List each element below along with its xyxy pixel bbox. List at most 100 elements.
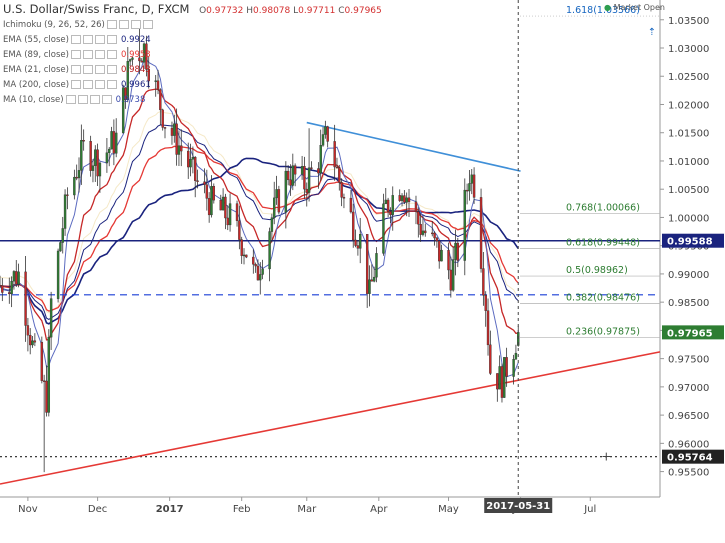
candle-body[interactable] [161, 109, 164, 128]
candle-body[interactable] [338, 167, 341, 183]
candle-body[interactable] [349, 197, 353, 213]
candle-body[interactable] [163, 127, 167, 129]
close-icon[interactable] [95, 80, 106, 89]
candle-body[interactable] [512, 359, 515, 377]
candle-body[interactable] [414, 201, 418, 212]
candle-body[interactable] [465, 189, 469, 192]
candle-body[interactable] [286, 170, 290, 181]
candle-body[interactable] [514, 352, 518, 360]
candle-body[interactable] [80, 140, 83, 171]
candle-body[interactable] [500, 366, 504, 398]
candle-body[interactable] [496, 373, 499, 390]
candle-body[interactable] [342, 197, 346, 199]
candle-body[interactable] [98, 162, 102, 177]
candle-body[interactable] [291, 165, 295, 186]
candle-body[interactable] [128, 59, 132, 62]
candle-body[interactable] [370, 279, 374, 282]
candle-body[interactable] [194, 157, 197, 181]
candle-body[interactable] [245, 254, 248, 258]
candle-body[interactable] [110, 131, 113, 150]
candle-body[interactable] [433, 232, 436, 239]
candle-body[interactable] [486, 310, 490, 346]
candle-body[interactable] [12, 271, 16, 282]
candle-body[interactable] [310, 167, 313, 169]
candle-body[interactable] [73, 176, 76, 196]
candle-body[interactable] [307, 167, 311, 193]
candle-body[interactable] [484, 295, 487, 311]
candle-body[interactable] [386, 199, 390, 212]
settings-icon[interactable] [118, 20, 129, 29]
settings-icon[interactable] [82, 50, 93, 59]
candle-body[interactable] [368, 279, 371, 294]
indicator-row[interactable]: EMA (55, close) 0.9924 [3, 35, 151, 45]
candle-body[interactable] [305, 188, 308, 193]
candle-body[interactable] [177, 145, 181, 155]
candle-body[interactable] [252, 256, 255, 265]
more-icon[interactable] [106, 35, 117, 44]
candle-body[interactable] [45, 380, 48, 413]
settings-icon[interactable] [83, 80, 94, 89]
close-icon[interactable] [130, 20, 141, 29]
candle-body[interactable] [498, 366, 501, 390]
candle-body[interactable] [389, 211, 392, 215]
candle-body[interactable] [242, 254, 246, 257]
candle-body[interactable] [138, 57, 141, 62]
support-trendline[interactable] [0, 351, 661, 485]
candle-body[interactable] [354, 239, 357, 246]
candle-body[interactable] [154, 80, 157, 82]
eye-icon[interactable] [71, 80, 82, 89]
candle-body[interactable] [447, 249, 450, 271]
candle-body[interactable] [240, 239, 243, 256]
candle-body[interactable] [503, 357, 506, 398]
candle-body[interactable] [29, 334, 32, 346]
candle-body[interactable] [382, 203, 385, 254]
candle-body[interactable] [270, 217, 274, 232]
candle-body[interactable] [449, 269, 453, 291]
candle-body[interactable] [108, 148, 111, 153]
candle-body[interactable] [77, 170, 81, 179]
candle-body[interactable] [326, 126, 329, 142]
candle-body[interactable] [238, 220, 241, 240]
candle-body[interactable] [403, 195, 406, 203]
candle-body[interactable] [94, 149, 97, 166]
candle-body[interactable] [66, 194, 69, 196]
candle-body[interactable] [468, 183, 471, 192]
candle-body[interactable] [49, 298, 53, 338]
scroll-to-top-icon[interactable]: ⇡ [648, 27, 656, 38]
candle-body[interactable] [126, 61, 130, 101]
candle-body[interactable] [407, 197, 411, 203]
candle-body[interactable] [124, 87, 127, 101]
candle-body[interactable] [284, 170, 288, 213]
candle-body[interactable] [56, 250, 60, 299]
candle-body[interactable] [417, 211, 420, 225]
candle-body[interactable] [33, 340, 37, 343]
indicator-row[interactable]: Ichimoku (9, 26, 52, 26) [3, 20, 153, 30]
candle-body[interactable] [424, 230, 427, 234]
candle-body[interactable] [180, 145, 183, 152]
candle-body[interactable] [340, 182, 343, 198]
candle-body[interactable] [333, 141, 336, 168]
candle-body[interactable] [112, 131, 116, 154]
candle-body[interactable] [0, 285, 2, 287]
candle-body[interactable] [114, 132, 118, 154]
candle-body[interactable] [173, 123, 176, 136]
close-icon[interactable] [94, 35, 105, 44]
settings-icon[interactable] [82, 65, 93, 74]
candle-body[interactable] [421, 230, 425, 235]
candle-body[interactable] [470, 174, 473, 184]
candle-body[interactable] [63, 194, 67, 229]
candle-body[interactable] [189, 159, 192, 168]
candle-body[interactable] [435, 237, 439, 242]
candle-body[interactable] [8, 292, 11, 295]
candle-body[interactable] [293, 165, 297, 175]
eye-icon[interactable] [106, 20, 117, 29]
candle-body[interactable] [226, 217, 229, 226]
close-icon[interactable] [89, 95, 100, 104]
indicator-row[interactable]: MA (200, close) 0.9961 [3, 80, 151, 90]
candle-body[interactable] [352, 211, 355, 241]
candle-body[interactable] [268, 231, 271, 270]
candle-body[interactable] [1, 285, 4, 293]
candle-body[interactable] [277, 189, 281, 213]
candle-body[interactable] [10, 280, 13, 295]
